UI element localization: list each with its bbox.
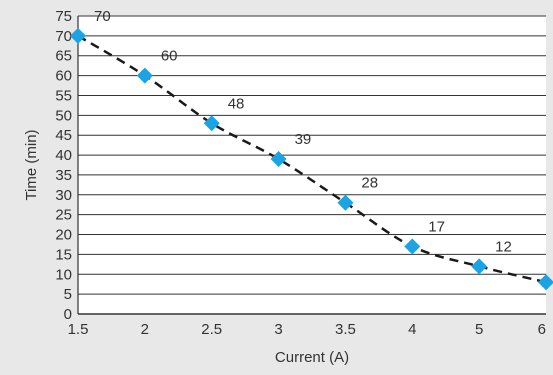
data-label-1.5: 70 — [94, 8, 111, 25]
y-tick-label-15: 15 — [55, 246, 72, 263]
data-label-3.5: 28 — [361, 175, 378, 192]
y-tick-label-30: 30 — [55, 187, 72, 204]
y-tick-label-20: 20 — [55, 227, 72, 244]
series-line — [77, 34, 547, 284]
gridlines — [77, 15, 546, 315]
y-tick-label-0: 0 — [64, 306, 72, 323]
data-markers — [70, 27, 553, 291]
y-tick-label-10: 10 — [55, 266, 72, 283]
data-point-6 — [538, 274, 553, 291]
y-tick-label-25: 25 — [55, 207, 72, 224]
y-tick-label-50: 50 — [55, 107, 72, 124]
data-label-5: 12 — [495, 238, 512, 255]
x-tick-label-2.5: 2.5 — [201, 321, 222, 338]
y-tick-label-35: 35 — [55, 167, 72, 184]
y-tick-label-55: 55 — [55, 87, 72, 104]
y-tick-label-70: 70 — [55, 28, 72, 45]
y-tick-label-75: 75 — [55, 8, 72, 25]
x-tick-label-5: 5 — [475, 321, 483, 338]
x-tick-label-6: 6 — [538, 321, 546, 338]
data-label-3: 39 — [295, 131, 312, 148]
x-tick-label-3: 3 — [274, 321, 282, 338]
y-tick-label-5: 5 — [64, 286, 72, 303]
x-tick-label-2: 2 — [141, 321, 149, 338]
y-tick-label-40: 40 — [55, 147, 72, 164]
data-label-2.5: 48 — [228, 95, 245, 112]
x-axis-tick-labels: 1.5 2 2.5 3 3.5 4 5 6 — [68, 321, 546, 338]
y-axis-tick-labels: 0 5 10 15 20 25 30 35 40 45 50 55 60 65 70 75 — [55, 8, 72, 323]
data-point-1.5 — [70, 27, 86, 44]
y-tick-label-65: 65 — [55, 48, 72, 65]
data-point-3.5 — [337, 194, 354, 211]
data-point-2 — [136, 67, 153, 84]
data-point-3 — [270, 151, 287, 168]
x-tick-label-1.5: 1.5 — [68, 321, 89, 338]
data-label-2: 60 — [161, 48, 178, 65]
y-axis-title: Time (min) — [23, 129, 40, 200]
y-tick-label-60: 60 — [55, 68, 72, 85]
data-labels: 70 60 48 39 28 17 12 — [94, 8, 512, 255]
x-tick-label-3.5: 3.5 — [335, 321, 356, 338]
data-point-2.5 — [203, 115, 220, 132]
data-point-4 — [404, 238, 421, 255]
data-point-5 — [471, 258, 488, 275]
data-label-4: 17 — [428, 218, 445, 235]
x-axis-title: Current (A) — [275, 349, 349, 366]
y-tick-label-45: 45 — [55, 127, 72, 144]
x-tick-label-4: 4 — [408, 321, 416, 338]
